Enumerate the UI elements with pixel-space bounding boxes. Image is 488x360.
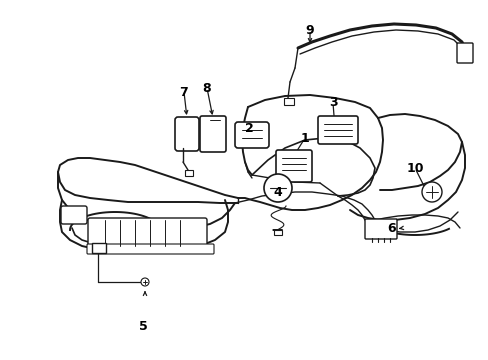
- Text: 9: 9: [305, 23, 314, 36]
- FancyBboxPatch shape: [364, 219, 396, 239]
- FancyBboxPatch shape: [200, 116, 225, 152]
- Bar: [184, 170, 193, 176]
- FancyBboxPatch shape: [87, 244, 214, 254]
- FancyBboxPatch shape: [275, 150, 311, 182]
- Text: 10: 10: [406, 162, 423, 175]
- Text: 3: 3: [328, 96, 337, 109]
- Text: 8: 8: [202, 81, 211, 94]
- Bar: [92, 243, 106, 253]
- Text: 7: 7: [179, 85, 188, 99]
- Text: 5: 5: [138, 320, 147, 333]
- FancyBboxPatch shape: [235, 122, 268, 148]
- FancyBboxPatch shape: [61, 206, 87, 224]
- Circle shape: [264, 174, 291, 202]
- Circle shape: [421, 182, 441, 202]
- Text: 1: 1: [300, 131, 309, 144]
- Text: 6: 6: [387, 221, 395, 234]
- Text: 4: 4: [273, 185, 282, 198]
- Bar: [284, 98, 293, 105]
- FancyBboxPatch shape: [456, 43, 472, 63]
- Text: 2: 2: [244, 122, 253, 135]
- FancyBboxPatch shape: [317, 116, 357, 144]
- FancyBboxPatch shape: [175, 117, 199, 151]
- Bar: [273, 230, 282, 235]
- Circle shape: [141, 278, 149, 286]
- FancyBboxPatch shape: [88, 218, 206, 248]
